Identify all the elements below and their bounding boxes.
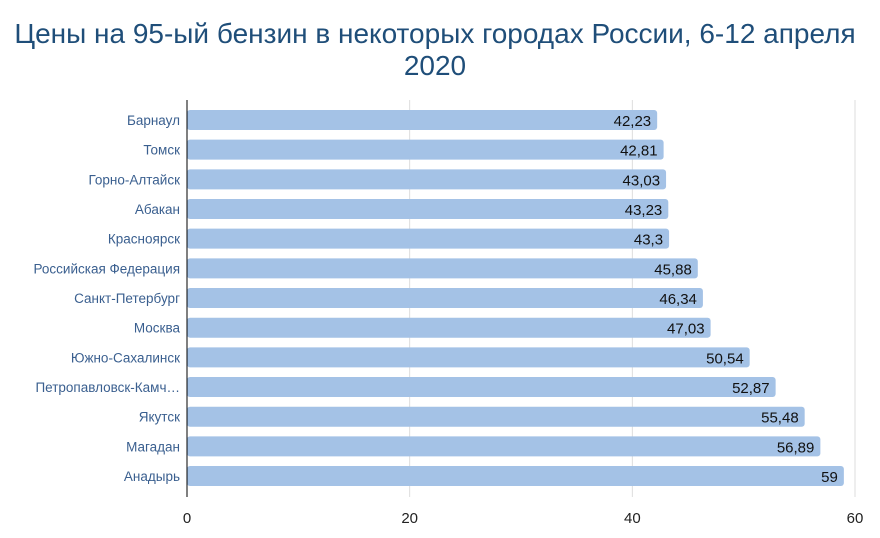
bar bbox=[187, 466, 844, 487]
x-tick-label: 20 bbox=[401, 510, 418, 527]
category-label: Магадан bbox=[126, 439, 180, 454]
x-tick-label: 0 bbox=[183, 510, 191, 527]
bar bbox=[187, 139, 664, 160]
data-label: 43,3 bbox=[634, 232, 663, 249]
data-label: 56,89 bbox=[777, 439, 815, 456]
category-label: Москва bbox=[134, 321, 181, 336]
data-label: 46,34 bbox=[659, 291, 697, 308]
category-label: Российская Федерация bbox=[34, 261, 180, 276]
category-label: Абакан bbox=[135, 202, 180, 217]
bar bbox=[187, 406, 805, 427]
data-label: 50,54 bbox=[706, 350, 744, 367]
bar bbox=[187, 258, 698, 279]
bar bbox=[187, 169, 667, 190]
data-label: 42,81 bbox=[620, 143, 658, 160]
x-tick-label: 40 bbox=[624, 510, 641, 527]
category-label: Барнаул bbox=[127, 113, 180, 128]
category-label: Якутск bbox=[139, 410, 180, 425]
data-label: 45,88 bbox=[654, 261, 692, 278]
bar bbox=[187, 288, 703, 309]
bar bbox=[187, 110, 658, 130]
data-label: 43,03 bbox=[623, 172, 661, 189]
category-label: Южно-Сахалинск bbox=[71, 350, 180, 365]
bar bbox=[187, 199, 669, 220]
category-label: Санкт-Петербург bbox=[74, 291, 180, 306]
bar bbox=[187, 347, 750, 368]
x-tick-label: 60 bbox=[847, 510, 864, 527]
data-label: 55,48 bbox=[761, 410, 799, 427]
category-label: Красноярск bbox=[108, 232, 180, 247]
category-label: Петропавловск-Камч… bbox=[35, 380, 180, 395]
data-label: 42,23 bbox=[614, 113, 652, 130]
bar bbox=[187, 377, 776, 398]
chart-title: Цены на 95-ый бензин в некоторых городах… bbox=[14, 18, 856, 81]
bar bbox=[187, 317, 711, 338]
data-label: 52,87 bbox=[732, 380, 770, 397]
bar bbox=[187, 436, 821, 457]
category-label: Томск bbox=[143, 143, 180, 158]
category-label: Анадырь bbox=[124, 469, 180, 484]
data-label: 59 bbox=[821, 469, 838, 486]
category-label: Горно-Алтайск bbox=[88, 172, 180, 187]
data-label: 43,23 bbox=[625, 202, 663, 219]
bar bbox=[187, 228, 670, 249]
data-label: 47,03 bbox=[667, 321, 705, 338]
